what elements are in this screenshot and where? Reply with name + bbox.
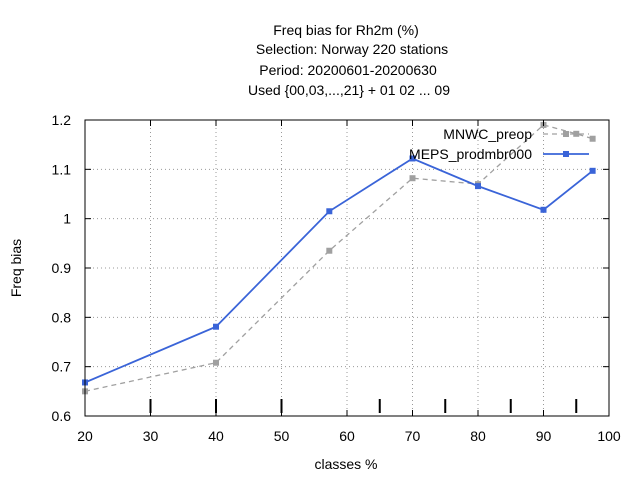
legend: MNWC_preop MEPS_prodmbr000 (409, 126, 589, 162)
x-axis-label: classes % (314, 456, 377, 472)
series-2-point (475, 183, 481, 190)
axis-ticks: 0.6 0.7 0.8 0.9 1 1.1 1.2 20 30 40 50 60 70 80 90 100 (52, 112, 621, 444)
x-tick-label: 40 (208, 428, 224, 444)
x-tick-label: 90 (536, 428, 552, 444)
x-tick-label: 20 (77, 428, 93, 444)
y-axis-label: Freq bias (8, 239, 24, 297)
series-2-point (589, 167, 596, 174)
series-1-point (589, 135, 596, 142)
x-tick-label: 30 (143, 428, 159, 444)
title-line-4: Used {00,03,...,21} + 01 02 ... 09 (248, 82, 450, 98)
y-tick-label: 0.9 (52, 260, 72, 276)
legend-marker-2 (563, 151, 569, 157)
series-1-point (213, 359, 219, 366)
y-tick-label: 0.6 (52, 408, 72, 424)
x-tick-label: 70 (405, 428, 421, 444)
y-tick-label: 0.8 (52, 309, 72, 325)
y-tick-label: 0.7 (52, 359, 72, 375)
x-tick-label: 100 (597, 428, 621, 444)
series-layer (82, 121, 596, 395)
series-2-point (326, 208, 333, 215)
series-2-point (540, 206, 547, 213)
x-tick-label: 60 (339, 428, 355, 444)
y-tick-label: 1.1 (52, 161, 72, 177)
legend-label-2: MEPS_prodmbr000 (409, 146, 532, 162)
series-2-point (409, 155, 416, 162)
series-2-point (213, 323, 219, 330)
series-line-1 (84, 124, 593, 392)
series-1-point (326, 247, 333, 254)
title-line-1: Freq bias for Rh2m (%) (273, 22, 418, 38)
series-1-point (573, 130, 580, 137)
series-line-2 (84, 157, 594, 384)
class-marks (149, 399, 578, 413)
legend-marker-1 (563, 131, 569, 137)
grid (85, 120, 609, 416)
series-1-point (409, 175, 416, 182)
x-tick-label: 50 (274, 428, 290, 444)
y-tick-label: 1.2 (52, 112, 72, 128)
title-line-2: Selection: Norway 220 stations (256, 41, 448, 57)
chart-title: Freq bias for Rh2m (%) Selection: Norway… (248, 22, 450, 98)
legend-label-1: MNWC_preop (443, 126, 532, 142)
y-tick-label: 1 (63, 211, 71, 227)
title-line-3: Period: 20200601-20200630 (259, 62, 437, 78)
x-tick-label: 80 (470, 428, 486, 444)
